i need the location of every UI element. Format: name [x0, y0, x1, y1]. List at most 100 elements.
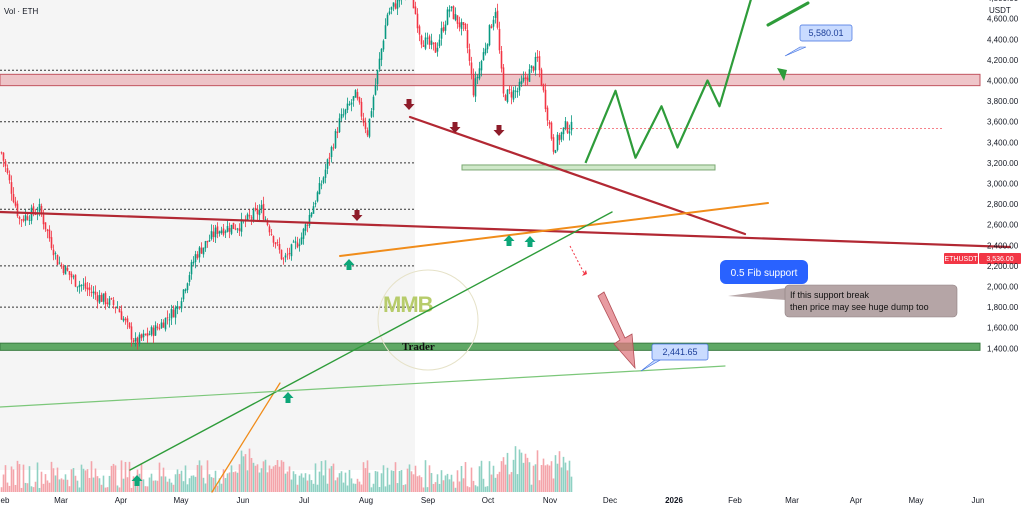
volume-bar: [132, 476, 135, 492]
candle-body: [330, 146, 333, 158]
candle-body: [28, 219, 31, 221]
price-tag[interactable]: [979, 253, 1021, 264]
volume-bar: [326, 483, 329, 492]
candle-body: [210, 231, 213, 239]
bearish-projection-arrow[interactable]: [597, 291, 636, 370]
volume-bar: [276, 460, 279, 492]
volume-bar: [426, 487, 429, 492]
volume-bar: [268, 465, 271, 492]
volume-bar: [36, 462, 39, 492]
y-tick-label: 4,200.00: [987, 56, 1019, 65]
callouts[interactable]: ETHUSDT 3,536.00 0.5 Fib support If this su…: [560, 24, 1021, 372]
rising-green-trendline[interactable]: [129, 211, 613, 471]
warning-callout[interactable]: [784, 284, 958, 318]
candle-body: [440, 28, 443, 39]
bull-target-box[interactable]: [799, 24, 853, 42]
candle-body: [534, 56, 537, 71]
trend-lines[interactable]: [0, 0, 1012, 493]
fib-support-zone: [461, 164, 716, 171]
symbol-tag[interactable]: [944, 253, 978, 264]
volume-bar: [30, 486, 33, 492]
price-axis[interactable]: 1,400.00 1,600.00 1,800.00 2,000.00 2,200.00…: [987, 0, 1019, 353]
volume-bar: [324, 460, 327, 492]
candle-body: [306, 225, 309, 226]
volume-bar: [212, 477, 215, 492]
volume-bar: [480, 460, 483, 492]
volume-bar: [130, 487, 133, 492]
volume-bar: [442, 480, 445, 492]
candle-body: [148, 333, 151, 335]
fib-support-label[interactable]: [720, 260, 808, 284]
candle-body: [398, 0, 401, 2]
volume-bar: [70, 469, 73, 492]
volume-bar: [242, 456, 245, 492]
volume-bar: [314, 463, 317, 492]
volume-bar: [510, 472, 513, 492]
volume-bar: [396, 483, 399, 492]
volume-bar: [44, 474, 47, 492]
volume-bar: [214, 470, 217, 492]
candle-body: [72, 276, 75, 278]
volume-bar: [12, 469, 15, 492]
volume-bar: [564, 462, 567, 492]
candle-body: [390, 7, 393, 10]
volume-bar: [418, 475, 421, 492]
watermark-text: Trader: [402, 341, 435, 353]
candle-body: [536, 56, 539, 58]
candle-body: [80, 285, 83, 286]
candle-body: [354, 90, 357, 98]
long-descending-trendline[interactable]: [0, 210, 1012, 249]
volume-bar: [316, 484, 319, 492]
volume-bar: [62, 479, 65, 492]
candle-body: [480, 61, 483, 71]
volume-bar: [234, 471, 237, 492]
warning-line-2: then price may see huge dump too: [790, 302, 929, 312]
volume-bar: [394, 462, 397, 492]
volume-bar: [192, 475, 195, 492]
bullish-continuation-segment[interactable]: [766, 1, 810, 27]
volume-bar: [302, 477, 305, 492]
volume-bar: [494, 477, 497, 492]
time-axis[interactable]: eb Mar Apr May Jun Jul Aug Sep Oct Nov Dec 2026 Feb M…: [1, 496, 985, 505]
volume-bar: [570, 476, 573, 492]
volume-bar: [490, 474, 493, 492]
bottom-support-zone: [0, 342, 981, 351]
volume-bar: [392, 470, 395, 492]
candle-body: [56, 254, 59, 265]
long-green-support-line[interactable]: [0, 365, 726, 408]
candle-body: [470, 62, 473, 74]
candle-body: [276, 242, 279, 244]
candle-body: [456, 15, 459, 24]
volume-bar: [96, 476, 99, 492]
volume-bar: [454, 487, 457, 492]
volume-bar: [40, 471, 43, 492]
candle-body: [304, 224, 307, 231]
price-tag-text: 3,536.00: [986, 256, 1013, 263]
volume-bar: [2, 474, 5, 492]
candle-body: [336, 131, 339, 134]
volume-bar: [232, 472, 235, 492]
candle-body: [70, 273, 73, 278]
volume-bar: [560, 467, 563, 492]
bear-target-box[interactable]: [651, 343, 709, 361]
candle-body: [556, 134, 559, 151]
candle-body: [332, 147, 335, 149]
volume-bar: [14, 484, 17, 492]
candle-body: [342, 114, 345, 116]
rising-orange-trendline[interactable]: [339, 202, 769, 257]
volume-bar: [168, 478, 171, 492]
candle-body: [412, 0, 415, 9]
volume-bar: [536, 450, 539, 492]
volume-bar: [98, 478, 101, 492]
bullish-projection-path[interactable]: [584, 0, 770, 164]
volume-bar: [46, 480, 49, 492]
candle-body: [474, 78, 477, 97]
y-tick-label: 1,800.00: [987, 303, 1019, 312]
candle-body: [454, 14, 457, 21]
orange-support-ray[interactable]: [211, 382, 281, 493]
wedge-upper-trendline[interactable]: [408, 115, 747, 236]
volume-bar: [380, 473, 383, 492]
volume-bar: [270, 468, 273, 492]
y-tick-label: 1,600.00: [987, 324, 1019, 333]
